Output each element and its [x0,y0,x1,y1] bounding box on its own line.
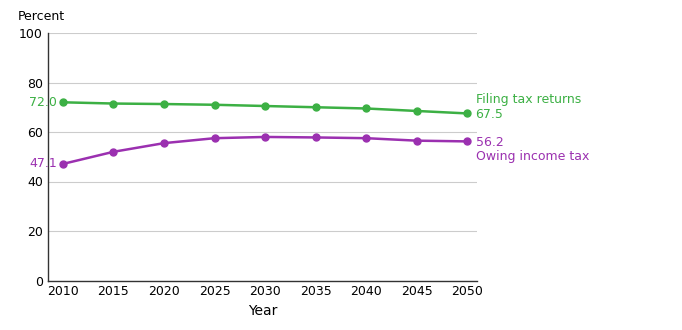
Text: Percent: Percent [18,10,65,23]
X-axis label: Year: Year [248,304,278,318]
Text: 72.0: 72.0 [29,96,57,109]
Text: 56.2: 56.2 [475,136,503,149]
Text: 47.1: 47.1 [29,157,57,170]
Text: Owing income tax: Owing income tax [475,150,589,163]
Text: Filing tax returns: Filing tax returns [475,93,581,106]
Text: 67.5: 67.5 [475,108,503,121]
